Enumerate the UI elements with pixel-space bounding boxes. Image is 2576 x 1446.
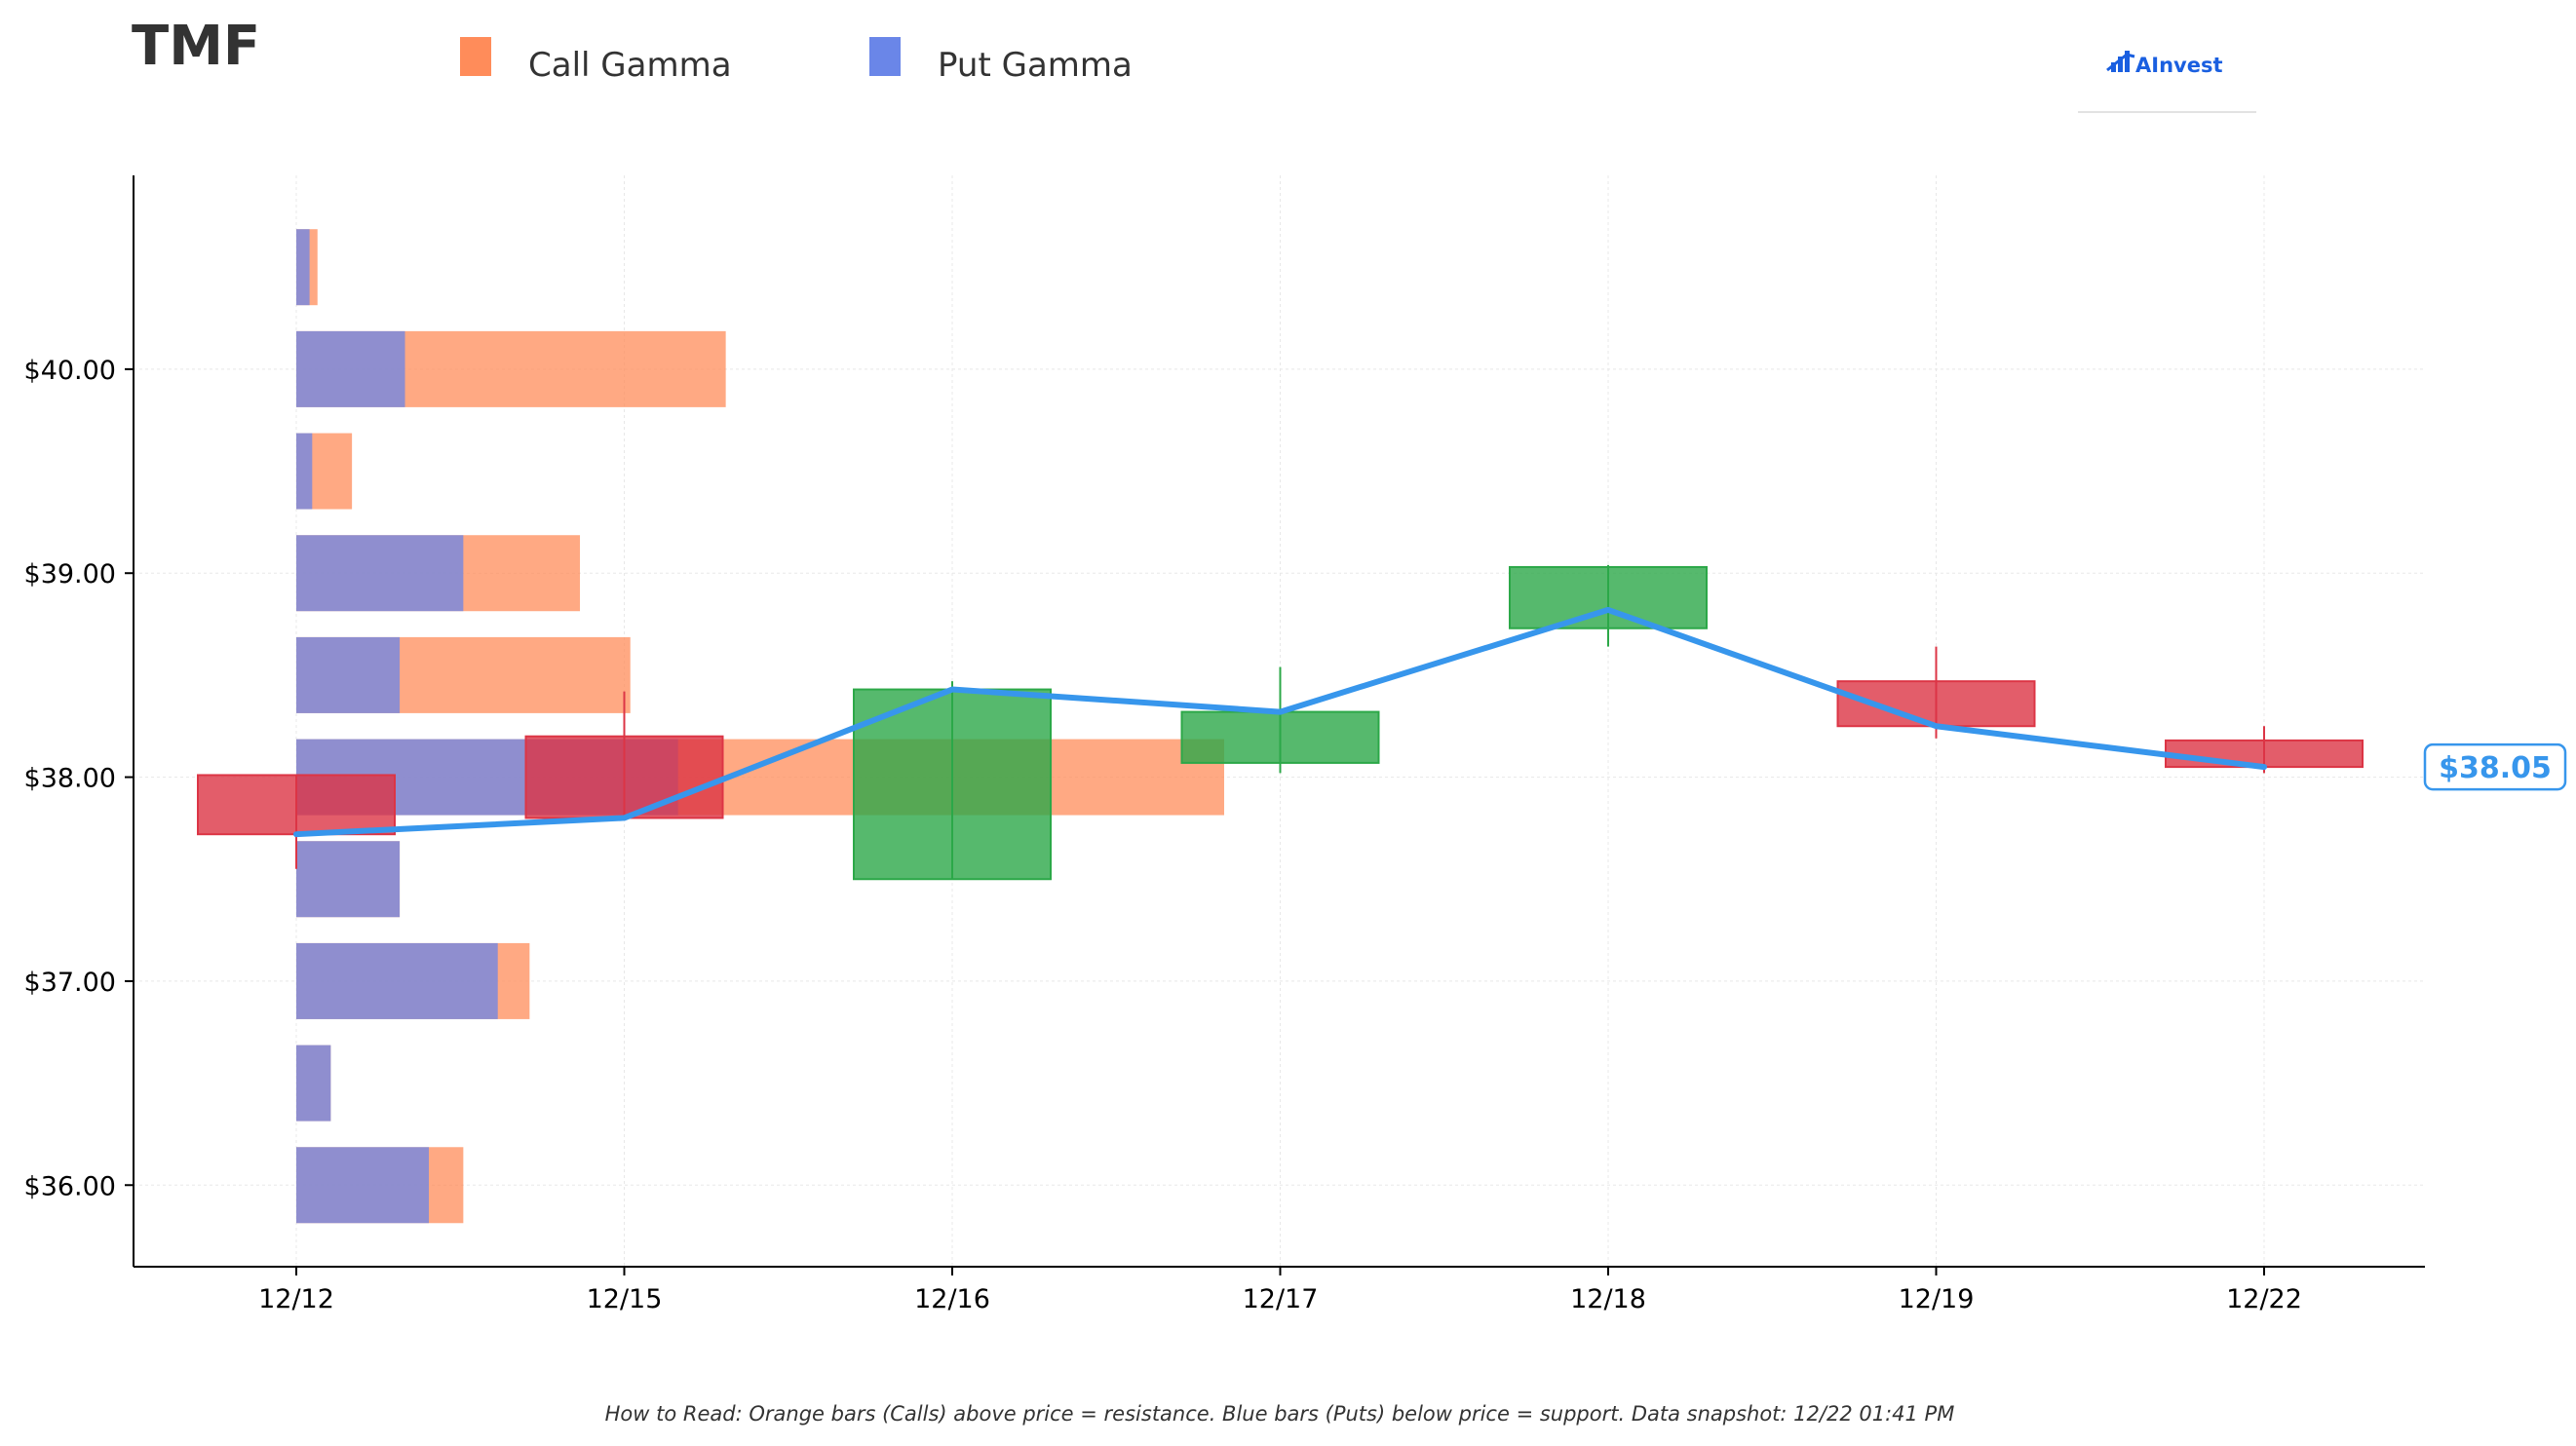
x-tick-label-2: 12/16 — [914, 1284, 990, 1314]
candle-body-1 — [524, 735, 724, 819]
y-tick-label-3: $39.00 — [24, 559, 116, 590]
gamma-bars — [296, 229, 1224, 1224]
legend-label-call-gamma: Call Gamma — [528, 46, 732, 85]
y-axis-ticks: $36.00 $37.00 $38.00 $39.00 $40.00 — [24, 356, 134, 1201]
candle-body-4 — [1509, 565, 1708, 629]
chart-title: TMF — [132, 15, 260, 78]
x-tick-label-0: 12/12 — [258, 1284, 334, 1314]
legend-label-put-gamma: Put Gamma — [938, 46, 1133, 85]
put-gamma-bar-1 — [296, 330, 405, 407]
legend: Call Gamma Put Gamma — [460, 37, 1133, 85]
candle-body-6 — [2165, 739, 2364, 769]
x-tick-label-5: 12/19 — [1899, 1284, 1975, 1314]
put-gamma-bar-2 — [296, 433, 313, 510]
y-tick-label-2: $38.00 — [24, 764, 116, 794]
put-gamma-bar-8 — [296, 1045, 331, 1122]
put-gamma-bar-4 — [296, 636, 401, 713]
brand-logo: AInvest — [2078, 51, 2256, 113]
ainvest-logo-icon — [2106, 51, 2135, 72]
put-gamma-bar-7 — [296, 942, 498, 1019]
current-price-box — [2423, 742, 2567, 791]
current-price-tag: $38.05 — [2423, 742, 2567, 791]
candle-body-2 — [853, 688, 1052, 881]
y-tick-label-0: $36.00 — [24, 1171, 116, 1201]
x-axis-ticks: 12/12 12/15 12/16 12/17 12/18 12/19 12/22 — [258, 1267, 2302, 1314]
current-price-label: $38.05 — [2439, 751, 2552, 785]
candle-body-3 — [1180, 710, 1380, 764]
price-line — [293, 606, 2267, 838]
brand-name: AInvest — [2135, 54, 2223, 77]
put-gamma-bar-3 — [296, 535, 464, 612]
legend-swatch-put-gamma — [869, 37, 901, 76]
candle-body-0 — [197, 774, 396, 836]
y-tick-label-4: $40.00 — [24, 356, 116, 386]
x-tick-label-1: 12/15 — [587, 1284, 663, 1314]
put-gamma-bar-9 — [296, 1147, 429, 1224]
legend-swatch-call-gamma — [460, 37, 491, 76]
x-tick-label-4: 12/18 — [1570, 1284, 1646, 1314]
put-gamma-bar-0 — [296, 229, 310, 306]
footnote: How to Read: Orange bars (Calls) above p… — [605, 1402, 1955, 1426]
y-tick-label-1: $37.00 — [24, 968, 116, 998]
price-line-path — [293, 606, 2267, 838]
x-tick-label-6: 12/22 — [2226, 1284, 2302, 1314]
x-tick-label-3: 12/17 — [1243, 1284, 1319, 1314]
put-gamma-bar-6 — [296, 841, 401, 918]
